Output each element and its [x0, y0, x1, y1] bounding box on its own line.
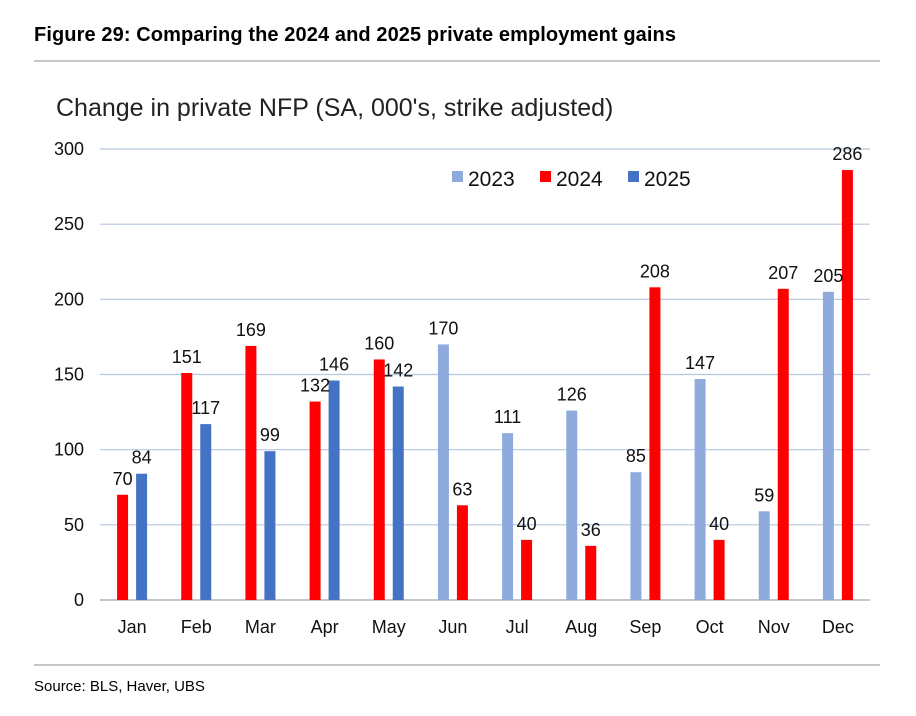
bottom-divider — [34, 664, 880, 666]
bar-2025-may — [392, 386, 404, 600]
bar-2023-sep — [630, 472, 642, 600]
data-label-2025-mar: 99 — [260, 425, 280, 445]
legend-swatch-2025 — [628, 171, 639, 182]
data-label-2025-feb: 117 — [191, 398, 220, 418]
y-tick-label: 250 — [54, 214, 84, 234]
x-tick-label: May — [372, 617, 406, 637]
data-label-2024-aug: 36 — [581, 520, 601, 540]
y-tick-label: 100 — [54, 440, 84, 460]
y-tick-label: 0 — [74, 590, 84, 610]
data-label-2024-jun: 63 — [452, 479, 472, 499]
bar-2025-apr — [328, 380, 340, 600]
legend-label-2024: 2024 — [556, 168, 603, 191]
bar-2024-jul — [521, 539, 533, 600]
x-tick-label: Mar — [245, 617, 276, 637]
x-tick-label: Dec — [822, 617, 854, 637]
legend-swatch-2024 — [540, 171, 551, 182]
y-axis-ticks: 0 50 100 150 200 250 300 — [54, 139, 84, 610]
bar-2025-jan — [136, 473, 148, 600]
top-divider — [34, 60, 880, 62]
legend: 2023 2024 2025 — [452, 168, 691, 191]
data-label-2023-dec: 205 — [813, 266, 843, 286]
bar-2024-sep — [649, 287, 661, 600]
data-label-2024-mar: 169 — [236, 320, 266, 340]
y-tick-label: 50 — [64, 515, 84, 535]
data-label-2024-oct: 40 — [709, 514, 729, 534]
bar-2024-mar — [245, 345, 257, 600]
source-note: Source: BLS, Haver, UBS — [34, 678, 205, 695]
data-label-2023-oct: 147 — [685, 353, 715, 373]
bar-2024-dec — [841, 170, 853, 600]
x-tick-label: Jan — [118, 617, 147, 637]
x-tick-label: Feb — [181, 617, 212, 637]
data-label-2023-nov: 59 — [754, 485, 774, 505]
data-label-2024-jan: 70 — [113, 469, 133, 489]
bar-2024-jun — [456, 505, 468, 600]
data-label-2024-dec: 286 — [832, 144, 862, 164]
data-label-2025-may: 142 — [383, 361, 413, 381]
bar-2023-jun — [437, 344, 449, 600]
x-tick-label: Jun — [438, 617, 467, 637]
figure-title: Figure 29: Comparing the 2024 and 2025 p… — [34, 24, 677, 46]
bar-2023-oct — [694, 379, 706, 600]
y-tick-label: 200 — [54, 289, 84, 309]
bar-2024-aug — [585, 545, 597, 600]
data-label-2024-apr: 132 — [300, 376, 330, 396]
y-tick-label: 150 — [54, 365, 84, 385]
bar-2023-jul — [502, 433, 514, 600]
data-label-2024-nov: 207 — [768, 263, 798, 283]
x-tick-label: Oct — [696, 617, 724, 637]
bar-2024-jan — [117, 494, 129, 600]
data-label-2025-apr: 146 — [319, 355, 349, 375]
chart-title: Change in private NFP (SA, 000's, strike… — [56, 94, 613, 122]
x-tick-label: Apr — [311, 617, 339, 637]
x-tick-label: Sep — [629, 617, 661, 637]
bar-2023-dec — [822, 291, 834, 600]
x-tick-label: Jul — [506, 617, 529, 637]
data-label-2024-jul: 40 — [517, 514, 537, 534]
legend-swatch-2023 — [452, 171, 463, 182]
data-label-2024-feb: 151 — [172, 347, 202, 367]
bar-2025-feb — [200, 424, 212, 600]
y-tick-label: 300 — [54, 139, 84, 159]
data-label-2023-sep: 85 — [626, 446, 646, 466]
bar-2025-mar — [264, 451, 276, 600]
data-label-2025-jan: 84 — [132, 448, 152, 468]
legend-label-2025: 2025 — [644, 168, 691, 191]
bars — [117, 170, 853, 600]
legend-label-2023: 2023 — [468, 168, 515, 191]
x-tick-label: Nov — [758, 617, 790, 637]
bar-2023-nov — [758, 511, 770, 600]
bar-2024-feb — [181, 372, 193, 600]
data-label-2023-jul: 111 — [494, 407, 521, 427]
data-label-2023-jun: 170 — [428, 318, 458, 338]
bar-2024-apr — [309, 401, 321, 600]
x-tick-label: Aug — [565, 617, 597, 637]
bar-2024-nov — [777, 288, 789, 600]
bar-2024-may — [373, 359, 385, 600]
chart: Change in private NFP (SA, 000's, strike… — [54, 94, 870, 637]
data-label-2024-may: 160 — [364, 333, 394, 353]
bar-2024-oct — [713, 539, 725, 600]
data-label-2023-aug: 126 — [557, 385, 587, 405]
grid-lines — [100, 148, 870, 601]
x-axis-ticks: Jan Feb Mar Apr May Jun Jul Aug Sep Oct Nov Dec — [118, 617, 854, 637]
data-label-2024-sep: 208 — [640, 261, 670, 281]
bar-2023-aug — [566, 410, 578, 600]
